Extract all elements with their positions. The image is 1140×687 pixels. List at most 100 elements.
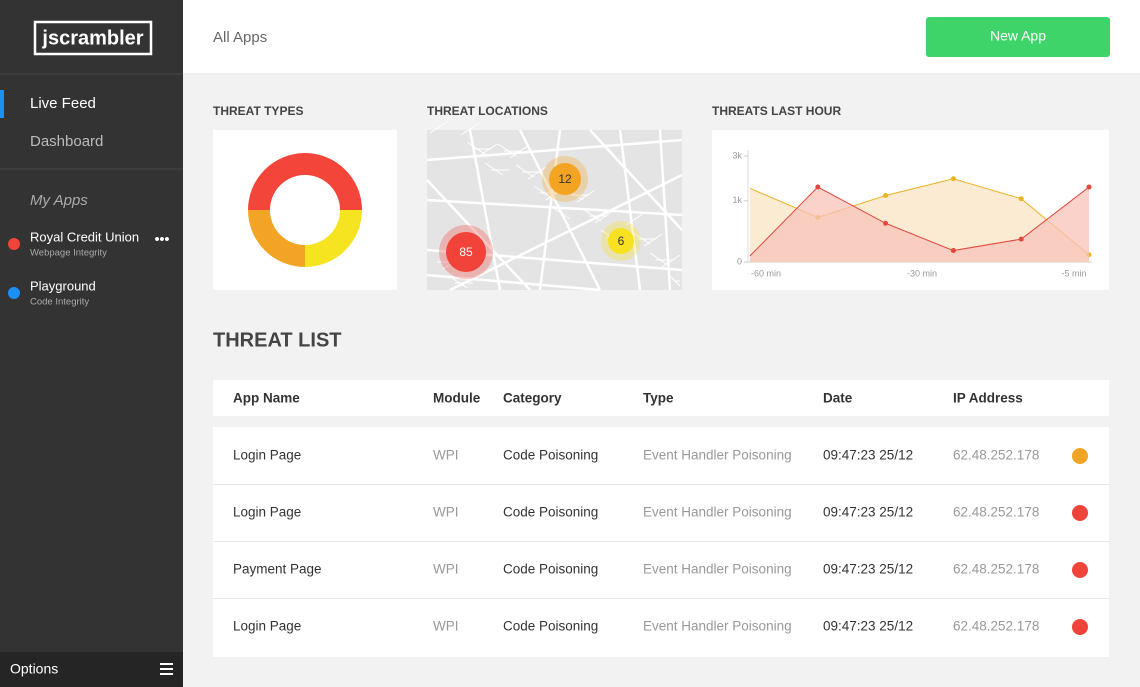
- column-header: Date: [823, 391, 853, 406]
- street: [594, 210, 614, 224]
- street: [509, 145, 529, 159]
- cluster[interactable]: [446, 232, 486, 272]
- cell: WPI: [433, 448, 459, 463]
- cell: WPI: [433, 619, 459, 634]
- street: [527, 166, 547, 180]
- street: [618, 129, 642, 291]
- widget-title: THREATS LAST HOUR: [712, 104, 841, 118]
- street: [484, 162, 504, 176]
- street: [538, 129, 562, 291]
- status-dot: [1072, 448, 1088, 464]
- options[interactable]: Options: [10, 661, 58, 677]
- street: [426, 198, 683, 217]
- cell: 09:47:23 25/12: [823, 619, 913, 634]
- app-name[interactable]: Playground: [30, 278, 96, 293]
- section-title: THREAT LIST: [213, 329, 342, 351]
- cell: 62.48.252.178: [953, 619, 1039, 634]
- new-app-button[interactable]: [926, 17, 1110, 57]
- street: [426, 138, 683, 162]
- cell: Event Handler Poisoning: [643, 619, 792, 634]
- app-dot: [8, 287, 20, 299]
- point: [950, 176, 956, 182]
- area: [750, 187, 1089, 262]
- menu-icon[interactable]: [160, 663, 173, 675]
- cell: Login Page: [233, 619, 301, 634]
- street: [448, 275, 468, 289]
- column-header: App Name: [233, 391, 300, 406]
- cell: Code Poisoning: [503, 448, 598, 463]
- logo-box: [33, 20, 153, 56]
- y-tick-label: 3k: [732, 150, 742, 160]
- cell: Login Page: [233, 505, 301, 520]
- cell: Event Handler Poisoning: [643, 448, 792, 463]
- point: [815, 184, 821, 190]
- cluster-count: 12: [558, 172, 572, 186]
- nav-item[interactable]: Live Feed: [30, 95, 96, 112]
- cell: Event Handler Poisoning: [643, 562, 792, 577]
- street: [582, 208, 602, 222]
- street: [515, 164, 535, 178]
- cluster[interactable]: [608, 228, 634, 254]
- point: [1018, 236, 1024, 242]
- point: [883, 220, 889, 226]
- sidebar: [0, 0, 183, 687]
- street: [429, 120, 449, 134]
- column-header: IP Address: [953, 391, 1023, 406]
- street: [466, 141, 486, 155]
- apps-heading: My Apps: [30, 192, 88, 209]
- cell: 09:47:23 25/12: [823, 562, 913, 577]
- widget-title: THREAT TYPES: [213, 104, 303, 118]
- x-tick-label: -30 min: [907, 268, 937, 278]
- cluster[interactable]: [549, 163, 581, 195]
- x-tick-label: -5 min: [1061, 268, 1086, 278]
- cluster-count: 85: [459, 245, 473, 259]
- point: [883, 193, 889, 199]
- street: [589, 129, 683, 231]
- donut-slice: [248, 210, 305, 267]
- active-indicator: [0, 90, 4, 118]
- app-menu[interactable]: •••: [155, 231, 170, 247]
- logo[interactable]: jscrambler: [41, 27, 143, 49]
- point: [1086, 184, 1092, 190]
- cell: Payment Page: [233, 562, 322, 577]
- street: [625, 212, 645, 226]
- street: [661, 254, 681, 268]
- table-header: [213, 380, 1109, 416]
- cell: 62.48.252.178: [953, 505, 1039, 520]
- cell: WPI: [433, 562, 459, 577]
- cell: Code Poisoning: [503, 619, 598, 634]
- street: [478, 143, 498, 157]
- column-header: Module: [433, 391, 481, 406]
- new-app-label[interactable]: New App: [990, 28, 1046, 44]
- donut-slice: [248, 153, 362, 210]
- x-tick-label: -60 min: [751, 268, 781, 278]
- point: [950, 248, 956, 254]
- street: [497, 143, 517, 157]
- column-header: Type: [643, 391, 674, 406]
- street: [449, 173, 683, 292]
- app-name[interactable]: Royal Credit Union: [30, 229, 139, 244]
- status-dot: [1072, 562, 1088, 578]
- cell: 62.48.252.178: [953, 448, 1039, 463]
- cell: Code Poisoning: [503, 505, 598, 520]
- cell: Code Poisoning: [503, 562, 598, 577]
- street: [576, 189, 596, 203]
- nav-item[interactable]: Dashboard: [30, 133, 103, 150]
- y-tick-label: 1k: [732, 195, 742, 205]
- cell: 09:47:23 25/12: [823, 505, 913, 520]
- cell: 62.48.252.178: [953, 562, 1039, 577]
- app-dot: [8, 238, 20, 250]
- column-header: Category: [503, 391, 562, 406]
- status-dot: [1072, 619, 1088, 635]
- street: [460, 122, 480, 136]
- point: [1018, 196, 1024, 202]
- status-dot: [1072, 505, 1088, 521]
- street: [533, 185, 553, 199]
- app-module: Code Integrity: [30, 297, 89, 308]
- donut-slice: [305, 210, 362, 267]
- cell: Event Handler Poisoning: [643, 505, 792, 520]
- cell: Login Page: [233, 448, 301, 463]
- options-bar: [0, 652, 183, 687]
- street: [649, 252, 669, 266]
